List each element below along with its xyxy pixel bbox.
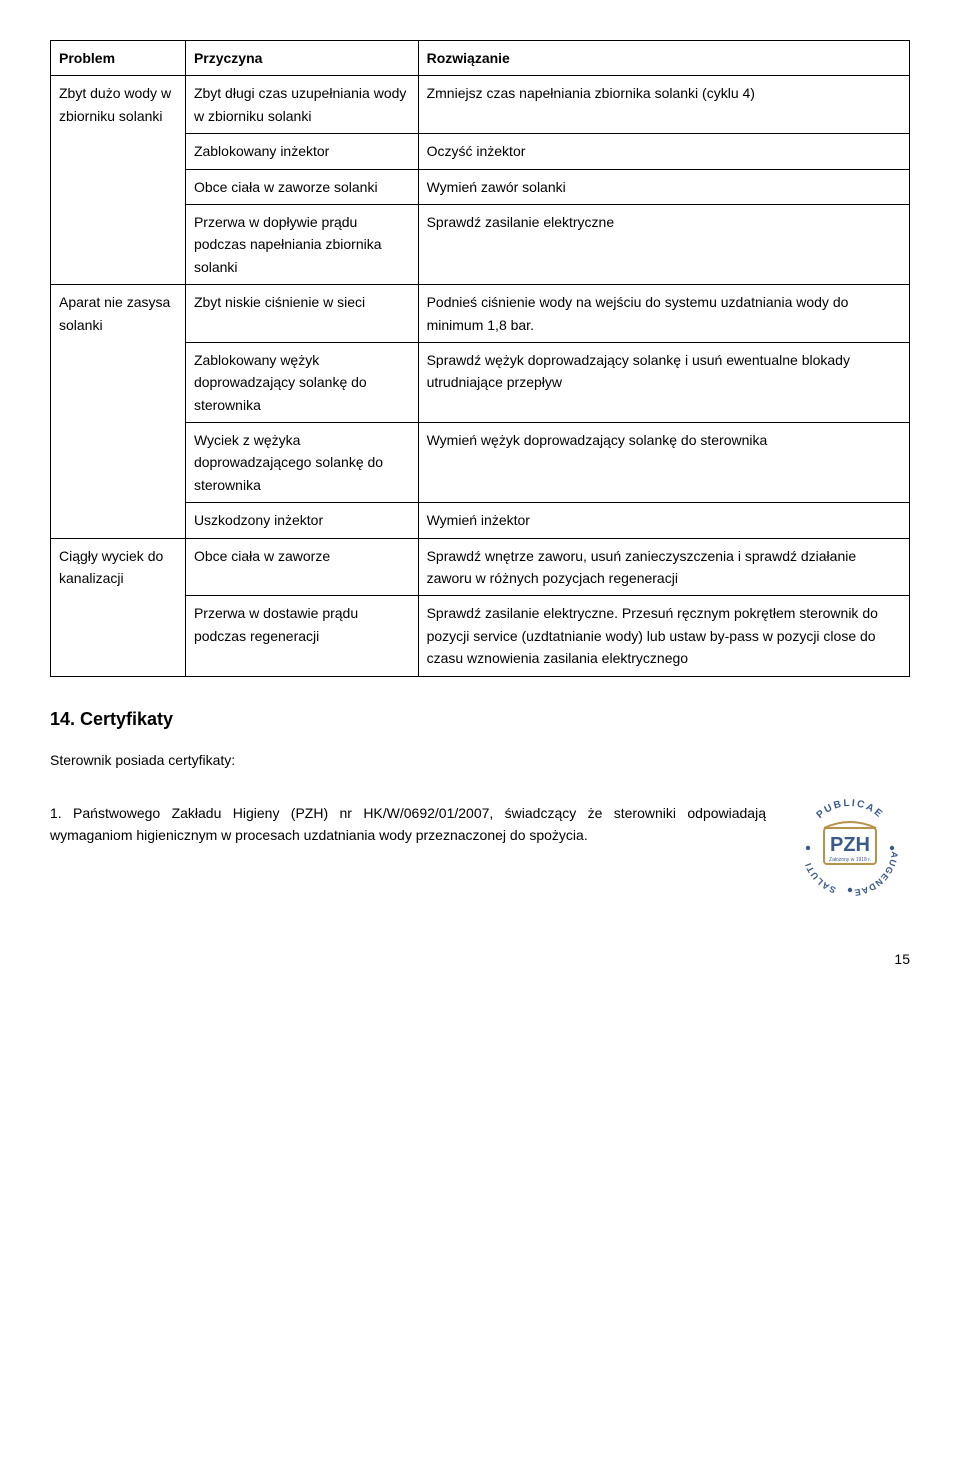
logo-center: PZH xyxy=(830,834,870,856)
solution-cell: Sprawdź zasilanie elektryczne. Przesuń r… xyxy=(418,596,909,676)
col-problem: Problem xyxy=(51,41,186,76)
cert-text: 1. Państwowego Zakładu Higieny (PZH) nr … xyxy=(50,802,766,847)
table-row: Aparat nie zasysa solanki Zbyt niskie ci… xyxy=(51,285,910,343)
solution-cell: Wymień inżektor xyxy=(418,503,909,538)
problem-cell: Zbyt dużo wody w zbiorniku solanki xyxy=(51,76,186,285)
col-cause: Przyczyna xyxy=(185,41,418,76)
solution-cell: Sprawdź zasilanie elektryczne xyxy=(418,204,909,284)
cause-cell: Zablokowany inżektor xyxy=(185,134,418,169)
solution-cell: Zmniejsz czas napełniania zbiornika sola… xyxy=(418,76,909,134)
section-subheading: Sterownik posiada certyfikaty: xyxy=(50,749,910,771)
cause-cell: Uszkodzony inżektor xyxy=(185,503,418,538)
cause-cell: Zablokowany wężyk doprowadzający solankę… xyxy=(185,342,418,422)
table-row: Zbyt dużo wody w zbiorniku solanki Zbyt … xyxy=(51,76,910,134)
solution-cell: Podnieś ciśnienie wody na wejściu do sys… xyxy=(418,285,909,343)
problem-table: Problem Przyczyna Rozwiązanie Zbyt dużo … xyxy=(50,40,910,677)
cert-block: 1. Państwowego Zakładu Higieny (PZH) nr … xyxy=(50,788,910,908)
cause-cell: Zbyt długi czas uzupełniania wody w zbio… xyxy=(185,76,418,134)
solution-cell: Oczyść inżektor xyxy=(418,134,909,169)
solution-cell: Wymień zawór solanki xyxy=(418,169,909,204)
cause-cell: Przerwa w dostawie prądu podczas regener… xyxy=(185,596,418,676)
cause-cell: Zbyt niskie ciśnienie w sieci xyxy=(185,285,418,343)
pzh-logo: PUBLICAE SALUTI AUGENDAE PZH Założony w … xyxy=(790,788,910,908)
page-number: 15 xyxy=(50,948,910,970)
solution-cell: Wymień wężyk doprowadzający solankę do s… xyxy=(418,423,909,503)
cause-cell: Przerwa w dopływie prądu podczas napełni… xyxy=(185,204,418,284)
problem-cell: Aparat nie zasysa solanki xyxy=(51,285,186,539)
table-row: Ciągły wyciek do kanalizacji Obce ciała … xyxy=(51,538,910,596)
col-solution: Rozwiązanie xyxy=(418,41,909,76)
cause-cell: Obce ciała w zaworze solanki xyxy=(185,169,418,204)
cause-cell: Obce ciała w zaworze xyxy=(185,538,418,596)
section-heading: 14. Certyfikaty xyxy=(50,705,910,734)
svg-text:SALUTI: SALUTI xyxy=(803,861,838,896)
logo-left-text: SALUTI xyxy=(803,861,838,896)
cause-cell: Wyciek z wężyka doprowadzającego solankę… xyxy=(185,423,418,503)
logo-year: Założony w 1918 r. xyxy=(829,857,871,863)
svg-text:PUBLICAE: PUBLICAE xyxy=(815,798,886,821)
logo-top-text: PUBLICAE xyxy=(815,798,886,821)
solution-cell: Sprawdź wężyk doprowadzający solankę i u… xyxy=(418,342,909,422)
problem-cell: Ciągły wyciek do kanalizacji xyxy=(51,538,186,676)
solution-cell: Sprawdź wnętrze zaworu, usuń zanieczyszc… xyxy=(418,538,909,596)
